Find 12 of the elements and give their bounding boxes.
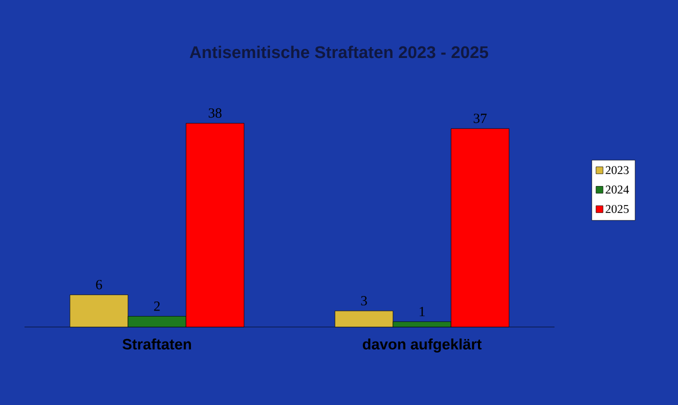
x-tick-label: Straftaten	[122, 338, 191, 350]
data-label: 3	[361, 296, 367, 306]
data-label: 38	[208, 108, 222, 118]
chart-title: Antisemitische Straftaten 2023 - 2025	[190, 46, 488, 58]
data-label: 37	[474, 114, 487, 124]
data-label: 6	[96, 280, 102, 290]
data-label: 2	[154, 302, 160, 311]
legend-label: 2023	[606, 166, 629, 174]
legend-label: 2025	[606, 204, 629, 214]
data-label: 1	[420, 306, 425, 316]
x-tick-label: davon aufgeklärt	[362, 338, 482, 353]
legend-label: 2024	[606, 186, 629, 194]
